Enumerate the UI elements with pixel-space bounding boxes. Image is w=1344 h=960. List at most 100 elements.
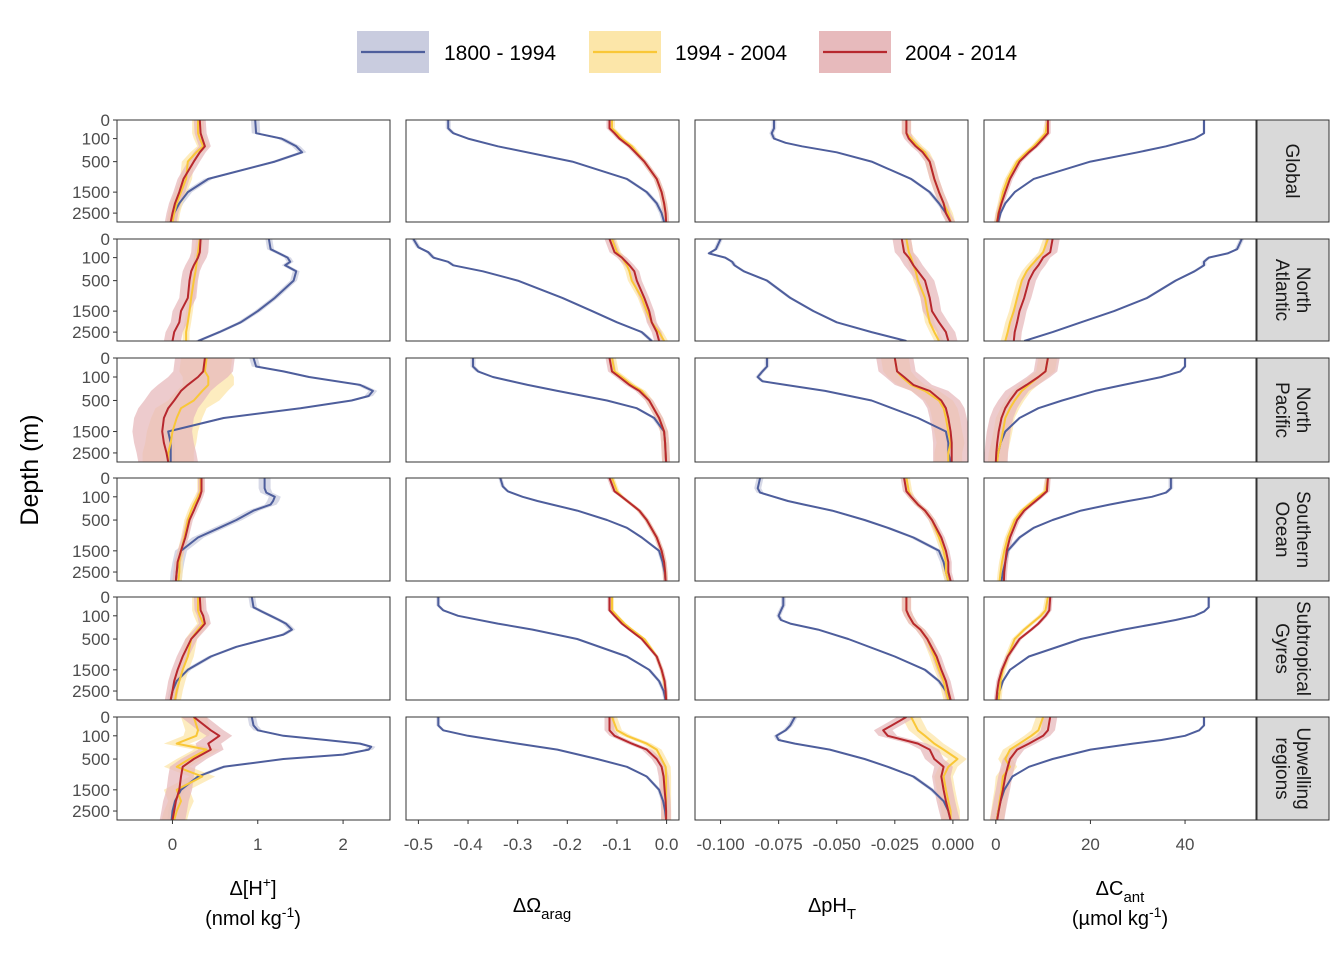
series-line-s1	[1000, 478, 1172, 581]
panel-frame	[405, 238, 680, 342]
facet-strip-label: Global	[1281, 144, 1302, 199]
facet-strip-bg	[1256, 596, 1330, 701]
ribbon-s3	[164, 597, 211, 700]
ribbon-s1	[996, 120, 1206, 222]
unit-sup: -1	[282, 904, 295, 920]
panel-content	[984, 358, 1187, 462]
series-line-s2	[177, 478, 202, 581]
y-tick-label: 100	[82, 488, 110, 507]
panel-content	[411, 239, 669, 341]
series-line-s3	[903, 478, 952, 581]
ribbon-s1	[445, 120, 667, 222]
panel-5-om	[405, 716, 680, 821]
panel-content	[163, 239, 300, 341]
series-line-s3	[882, 717, 952, 820]
series-line-s1	[437, 717, 668, 820]
series-line-s1	[174, 478, 276, 581]
ribbon-s3	[990, 717, 1058, 820]
panel-frame	[694, 119, 969, 223]
strip-line: Pacific	[1271, 382, 1292, 438]
y-tick-label: 500	[82, 630, 110, 649]
series-line-s1	[770, 120, 952, 222]
panel-content	[989, 717, 1206, 820]
y-tick-label: 100	[82, 727, 110, 746]
facet-strip-bg	[1256, 238, 1330, 342]
y-tick-label: 1500	[72, 661, 110, 680]
series-line-s3	[169, 120, 206, 222]
series-line-s3	[1012, 239, 1054, 341]
series-line-s1	[499, 478, 667, 581]
series-line-s2	[998, 478, 1049, 581]
strip-line: Global	[1281, 144, 1302, 199]
panel-content	[754, 478, 955, 581]
y-tick-label: 100	[82, 607, 110, 626]
panel-content	[706, 239, 958, 341]
series-line-s1	[447, 120, 666, 222]
ribbon-s1	[436, 717, 669, 820]
x-tick-label: 40	[1176, 835, 1195, 854]
y-tick-label: 1500	[72, 781, 110, 800]
series-line-s3	[905, 120, 952, 222]
x-tick-label: -0.050	[813, 835, 861, 854]
series-line-s3	[171, 717, 221, 820]
series-line-s1	[775, 717, 952, 820]
title-main: Δ[H	[229, 878, 262, 900]
series-line-s3	[996, 120, 1049, 222]
y-tick-label: 500	[82, 391, 110, 410]
y-tick-label: 2500	[72, 682, 110, 701]
ribbon-s1	[755, 358, 953, 462]
y-tick-label: 1500	[72, 423, 110, 442]
panel-4-om	[405, 596, 680, 701]
panel-frame	[116, 357, 391, 463]
panel-frame	[983, 357, 1257, 463]
panel-content	[755, 358, 968, 462]
panel-content	[769, 120, 956, 222]
series-line-s1	[995, 717, 1205, 820]
y-tick-label: 2500	[72, 444, 110, 463]
facet-strip-label: SubtropicalGyres	[1271, 601, 1313, 696]
series-line-s3	[174, 478, 203, 581]
panel-3-h	[116, 477, 391, 582]
y-tick-label: 1500	[72, 183, 110, 202]
y-tick-label: 500	[82, 153, 110, 172]
y-tick-label: 0	[101, 469, 110, 488]
unit-main: (µmol kg	[1072, 908, 1149, 930]
ribbon-s3	[892, 239, 958, 341]
facet-strip-label: NorthAtlantic	[1271, 259, 1313, 321]
series-line-s2	[893, 358, 952, 462]
ribbon-s1	[706, 239, 909, 341]
panel-content	[498, 478, 669, 581]
panel-frame	[694, 596, 969, 701]
y-tick-label: 2500	[72, 204, 110, 223]
series-line-s2	[905, 239, 940, 341]
series-line-s3	[169, 597, 206, 700]
panel-0-c	[983, 119, 1257, 223]
y-axis-title: Depth (m)	[16, 414, 44, 525]
x-tick-label: -0.5	[404, 835, 433, 854]
panel-frame	[116, 238, 391, 342]
panel-content	[436, 597, 669, 700]
series-line-s3	[893, 358, 953, 462]
y-tick-label: 100	[82, 249, 110, 268]
panel-2-c	[983, 357, 1257, 463]
y-tick-label: 0	[101, 111, 110, 130]
unit-end: )	[294, 908, 301, 930]
y-tick-label: 2500	[72, 323, 110, 342]
ribbon-s3	[163, 239, 210, 341]
y-tick-label: 500	[82, 272, 110, 291]
y-tick-label: 0	[101, 708, 110, 727]
y-tick-label: 0	[101, 349, 110, 368]
panel-frame	[405, 119, 680, 223]
panel-5-ph	[694, 716, 969, 821]
series-line-s1	[777, 597, 952, 700]
series-line-s2	[611, 597, 668, 700]
panel-5-c	[983, 716, 1257, 821]
panel-1-c	[983, 238, 1257, 342]
series-line-s1	[995, 358, 1186, 462]
y-tick-label: 2500	[72, 563, 110, 582]
series-line-s3	[608, 597, 668, 700]
series-line-s3	[608, 717, 668, 820]
panel-4-ph	[694, 596, 969, 701]
legend-label-2: 1994 - 2004	[675, 42, 787, 65]
x-axis-title-om: ΔΩarag	[513, 895, 571, 923]
